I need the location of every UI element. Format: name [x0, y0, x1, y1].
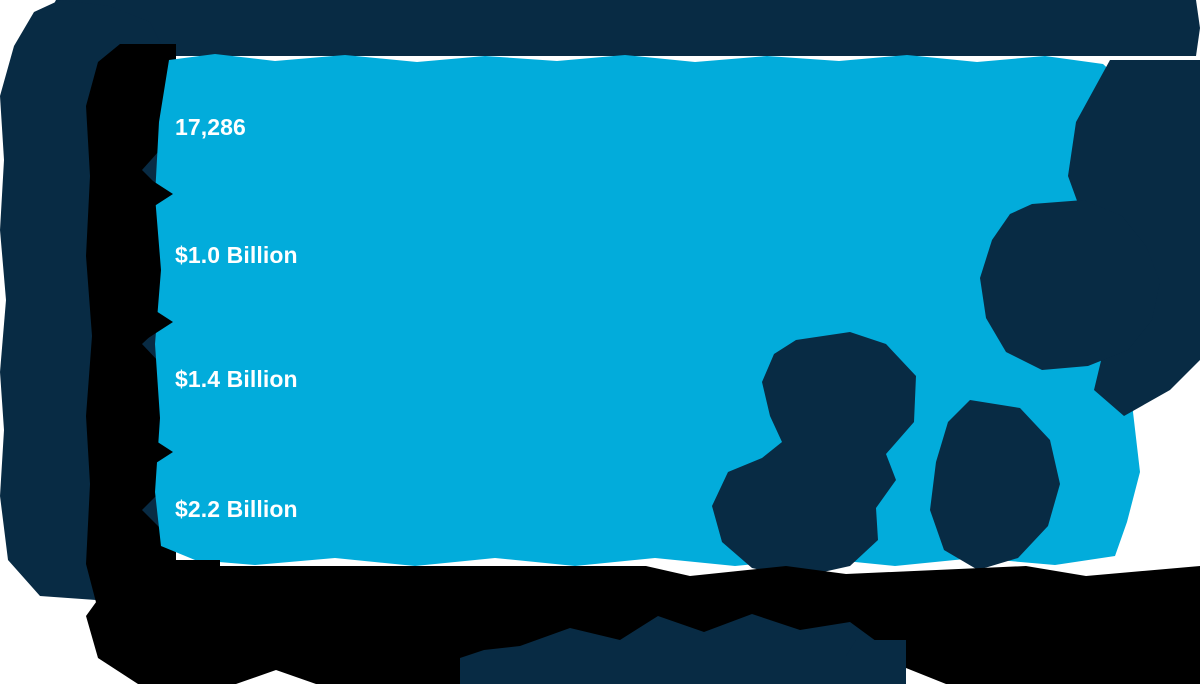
metric-value: 17,286 — [175, 113, 246, 140]
metric-value: $1.0 Billion — [175, 241, 298, 268]
header-band — [44, 0, 1200, 56]
metric-row: $1.0 Billion — [175, 240, 1115, 270]
metric-value: $2.2 Billion — [175, 495, 298, 522]
metric-row: 17,286 — [175, 112, 1115, 142]
navy-nub-bottom — [846, 640, 906, 684]
navy-blob-upper-right — [980, 200, 1160, 370]
metric-row: $1.4 Billion — [175, 364, 1115, 394]
metric-row: $2.2 Billion — [175, 494, 1115, 524]
metric-value: $1.4 Billion — [175, 365, 298, 392]
